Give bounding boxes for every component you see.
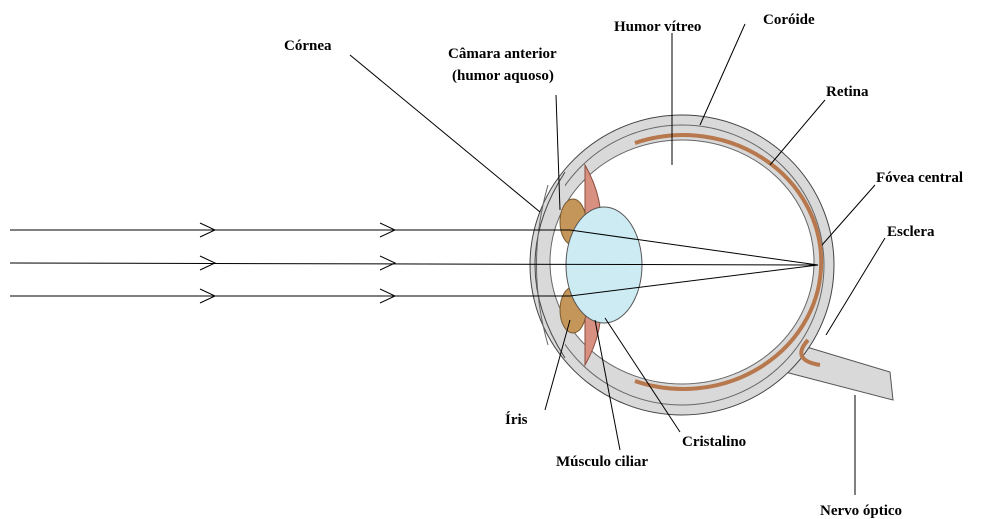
leader-lines <box>349 23 886 495</box>
label-choroid: Coróide <box>763 12 815 28</box>
label-retina: Retina <box>826 84 869 100</box>
retina <box>634 133 824 391</box>
label-ciliary-muscle: Músculo ciliar <box>556 454 648 470</box>
label-cornea: Córnea <box>284 38 332 54</box>
label-optic-nerve: Nervo óptico <box>820 503 902 519</box>
label-aqueous-humor: (humor aquoso) <box>452 68 554 84</box>
label-iris: Íris <box>505 411 528 428</box>
label-sclera: Esclera <box>887 224 935 240</box>
retina-nerve <box>799 338 821 367</box>
label-fovea: Fóvea central <box>876 170 963 186</box>
label-vitreous-humor: Humor vítreo <box>614 19 701 35</box>
label-lens: Cristalino <box>682 434 746 450</box>
cornea-inner <box>536 184 549 346</box>
label-anterior-chamber: Câmara anterior <box>448 46 557 62</box>
vitreous <box>549 139 815 385</box>
light-rays <box>9 222 819 304</box>
